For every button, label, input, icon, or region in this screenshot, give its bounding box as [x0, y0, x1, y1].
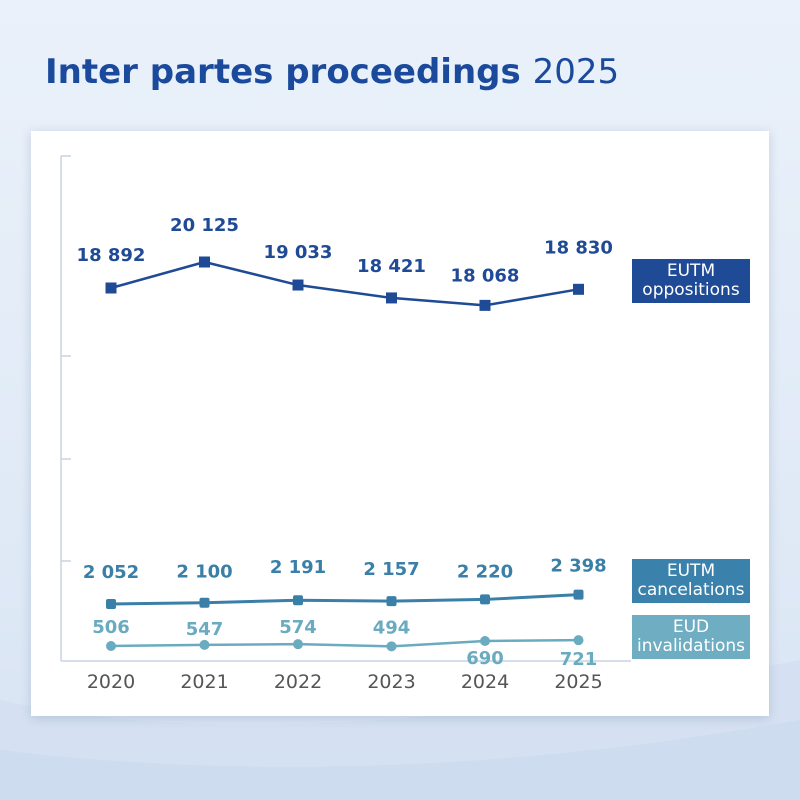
- data-label-eud-invalidations-2022: 574: [279, 617, 317, 638]
- x-tick-label-2023: 2023: [367, 671, 415, 693]
- data-point-eutm-cancelations-2022: [293, 595, 303, 606]
- series-label-line: EUD: [672, 617, 710, 637]
- data-label-eutm-oppositions-2021: 20 125: [170, 215, 239, 236]
- data-label-eutm-oppositions-2024: 18 068: [451, 265, 520, 286]
- data-label-eutm-cancelations-2022: 2 191: [270, 557, 326, 578]
- series-label-eutm-cancelations: EUTM cancelations: [632, 559, 750, 603]
- series-label-line: oppositions: [642, 280, 740, 300]
- data-point-eutm-cancelations-2023: [386, 596, 397, 607]
- data-point-eutm-oppositions-2025: [573, 283, 584, 295]
- data-point-eud-invalidations-2023: [386, 641, 397, 652]
- data-point-eutm-cancelations-2024: [480, 594, 490, 605]
- chart-card: 2020 2021 2022 2023 2024 2025 18 892 20 125 19 0…: [31, 131, 769, 716]
- series-line-eutm-oppositions: [110, 260, 579, 307]
- data-label-eud-invalidations-2024: 690: [466, 648, 504, 669]
- data-label-eutm-oppositions-2022: 19 033: [264, 242, 333, 263]
- data-label-eutm-cancelations-2021: 2 100: [176, 562, 232, 583]
- data-point-eud-invalidations-2025: [573, 635, 584, 646]
- series-label-eutm-oppositions: EUTM oppositions: [632, 259, 750, 303]
- data-point-eutm-oppositions-2022: [292, 279, 304, 291]
- data-label-eud-invalidations-2025: 721: [560, 649, 598, 670]
- series-label-line: invalidations: [636, 636, 746, 656]
- data-point-eutm-oppositions-2023: [386, 292, 397, 304]
- data-point-eutm-cancelations-2021: [199, 597, 210, 608]
- data-label-eutm-oppositions-2020: 18 892: [77, 245, 146, 266]
- x-tick-label-2022: 2022: [274, 671, 322, 693]
- data-point-eud-invalidations-2020: [106, 641, 116, 651]
- title-year: 2025: [532, 52, 620, 92]
- data-point-eud-invalidations-2021: [199, 639, 210, 650]
- data-point-eutm-oppositions-2024: [479, 299, 491, 311]
- title-main: Inter partes proceedings: [45, 52, 521, 92]
- data-point-eud-invalidations-2022: [293, 639, 303, 650]
- page-title: Inter partes proceedings 2025: [45, 50, 619, 94]
- line-chart: 2020 2021 2022 2023 2024 2025 18 892 20 125 19 0…: [60, 155, 631, 693]
- series-label-eud-invalidations: EUD invalidations: [632, 615, 750, 659]
- data-point-eutm-oppositions-2021: [199, 256, 210, 268]
- x-tick-label-2020: 2020: [87, 671, 135, 693]
- x-tick-label-2021: 2021: [180, 671, 228, 693]
- series-line-eud-invalidations: [110, 638, 579, 648]
- data-point-eutm-cancelations-2020: [106, 599, 116, 609]
- data-label-eud-invalidations-2023: 494: [373, 617, 411, 638]
- data-label-eutm-oppositions-2025: 18 830: [544, 237, 613, 258]
- data-label-eutm-oppositions-2023: 18 421: [357, 256, 426, 277]
- data-label-eutm-cancelations-2020: 2 052: [83, 562, 139, 583]
- data-label-eud-invalidations-2021: 547: [186, 619, 224, 640]
- series-label-line: EUTM: [666, 261, 716, 281]
- data-label-eud-invalidations-2020: 506: [92, 617, 130, 638]
- data-label-eutm-cancelations-2024: 2 220: [457, 561, 513, 582]
- data-point-eud-invalidations-2024: [480, 636, 490, 647]
- series-label-line: EUTM: [666, 561, 716, 581]
- x-tick-label-2024: 2024: [461, 671, 509, 693]
- series-label-line: cancelations: [637, 580, 745, 600]
- data-label-eutm-cancelations-2025: 2 398: [550, 556, 606, 577]
- data-point-eutm-oppositions-2020: [105, 282, 117, 294]
- data-point-eutm-cancelations-2025: [573, 589, 584, 600]
- x-tick-label-2025: 2025: [554, 671, 602, 693]
- data-label-eutm-cancelations-2023: 2 157: [363, 559, 419, 580]
- series-line-eutm-cancelations: [110, 593, 579, 606]
